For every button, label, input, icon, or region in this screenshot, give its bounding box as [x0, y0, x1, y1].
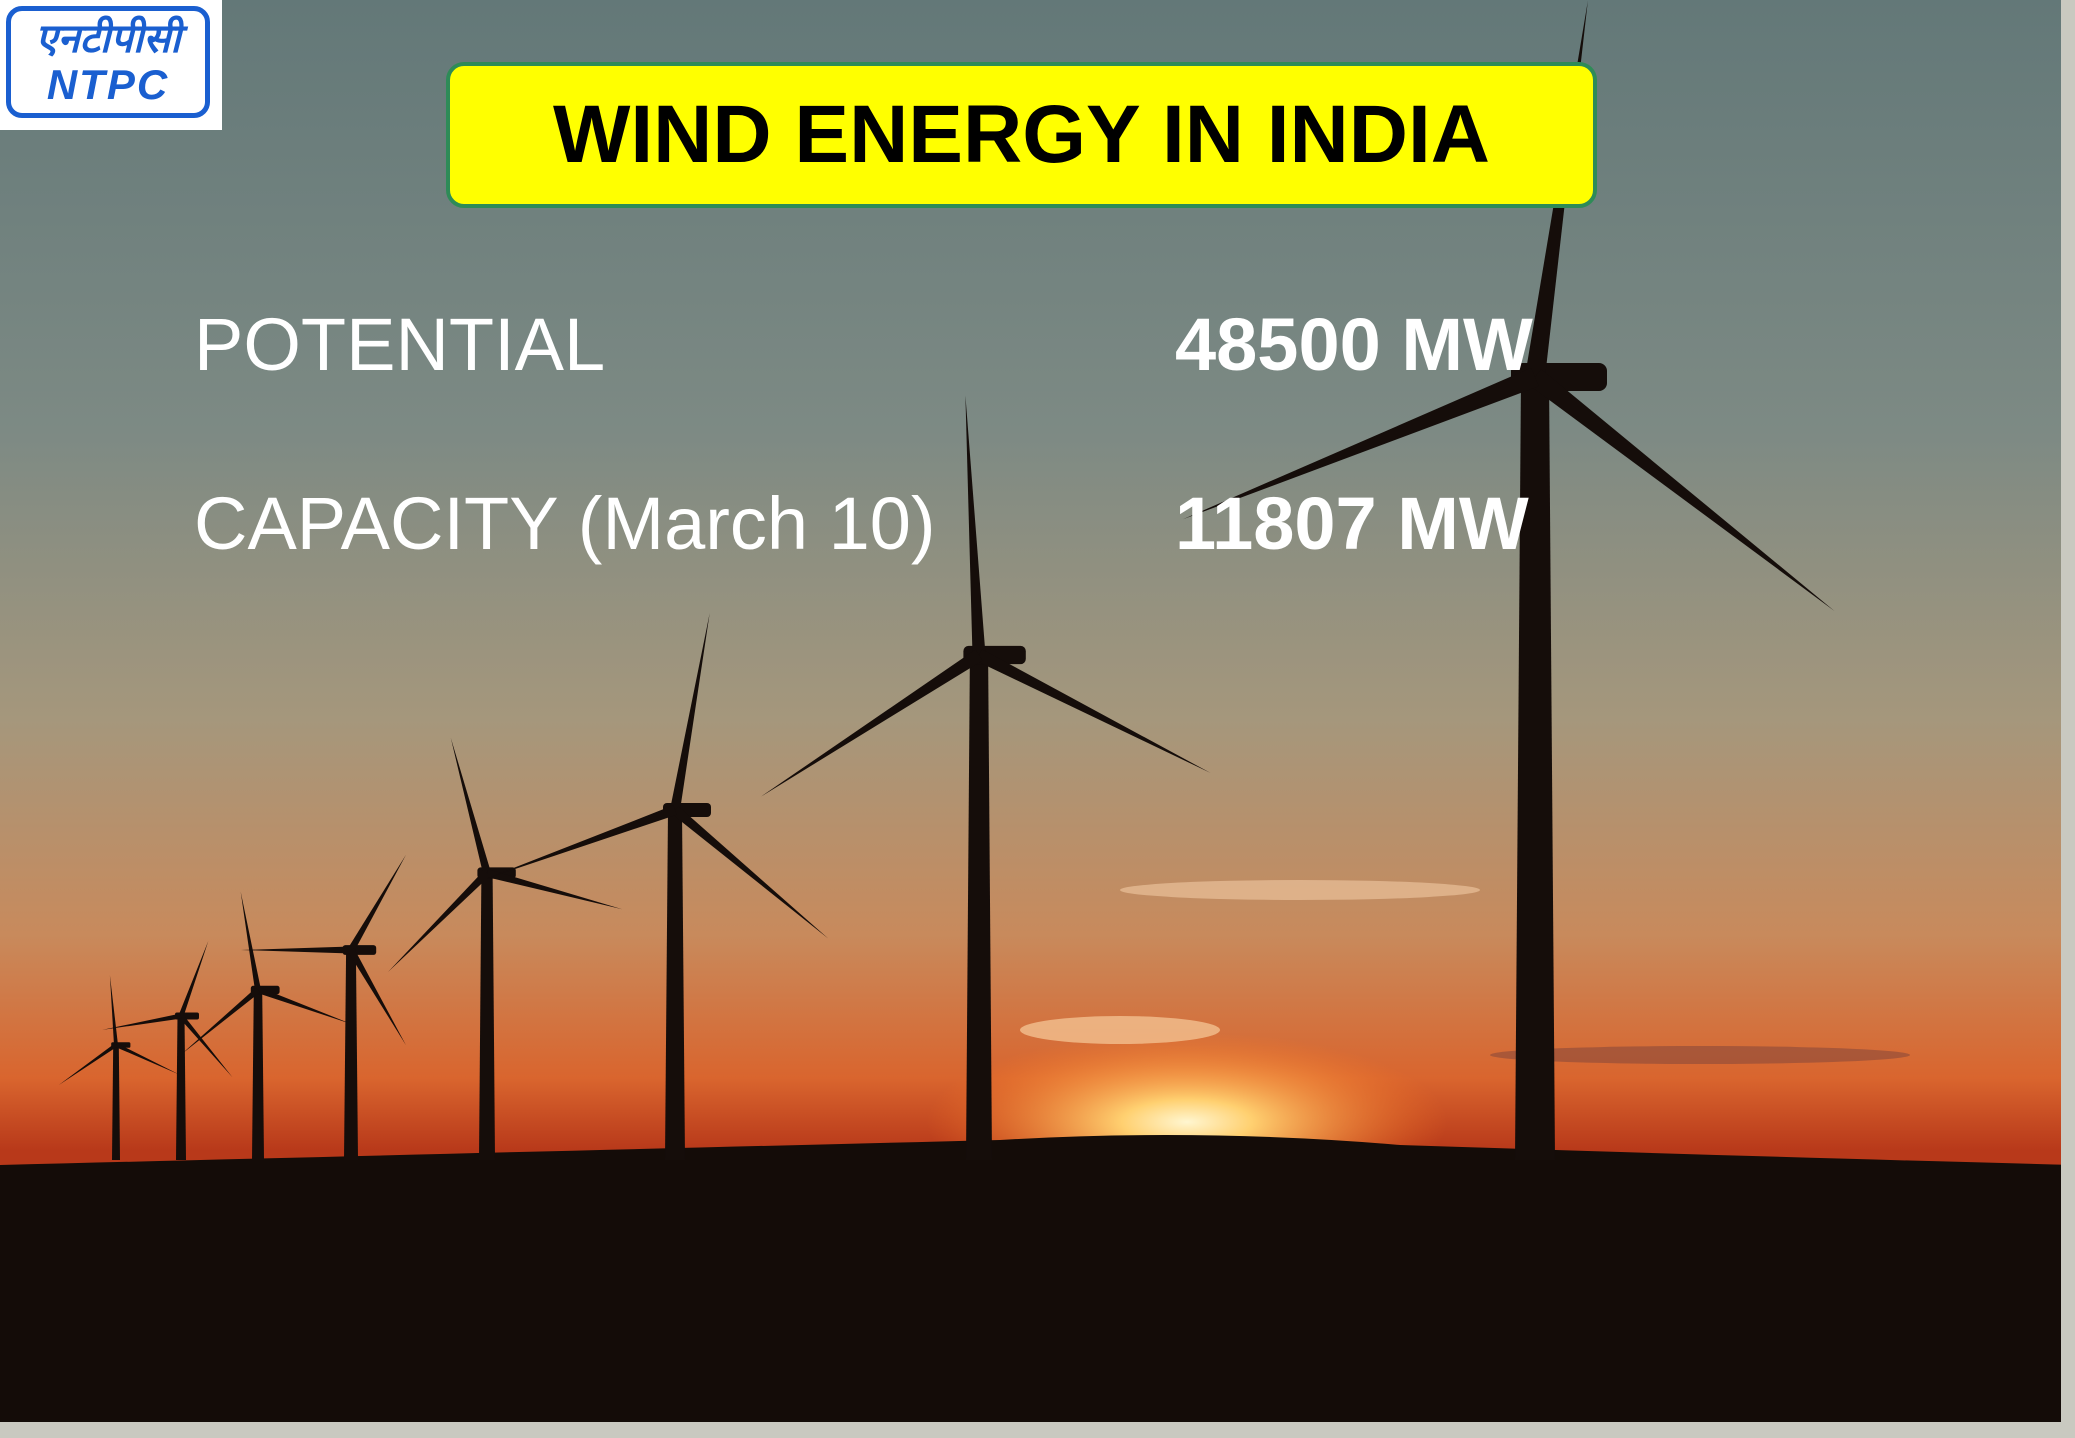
logo-frame: एनटीपीसी NTPC [6, 6, 210, 118]
turbine-part [252, 990, 264, 1160]
row-value: 11807 MW [1175, 487, 1529, 561]
turbine-part [966, 655, 992, 1160]
row-label: POTENTIAL [194, 308, 605, 382]
title-box: WIND ENERGY IN INDIA [446, 62, 1597, 208]
background-photo [0, 0, 2075, 1438]
turbine-part [112, 1045, 120, 1160]
row-label: CAPACITY (March 10) [194, 487, 936, 561]
turbine-part [344, 950, 358, 1160]
turbine-part [665, 810, 685, 1160]
turbine-part [176, 1016, 186, 1160]
logo: एनटीपीसी NTPC [0, 0, 222, 130]
slide-title: WIND ENERGY IN INDIA [553, 88, 1490, 182]
turbine-part [479, 873, 495, 1160]
logo-name: NTPC [11, 63, 205, 107]
logo-hindi: एनटीपीसी [11, 15, 205, 63]
row-value: 48500 MW [1175, 308, 1533, 382]
slide: {"logo": {"hindi": "एनटीपीसी", "name": "… [0, 0, 2075, 1438]
